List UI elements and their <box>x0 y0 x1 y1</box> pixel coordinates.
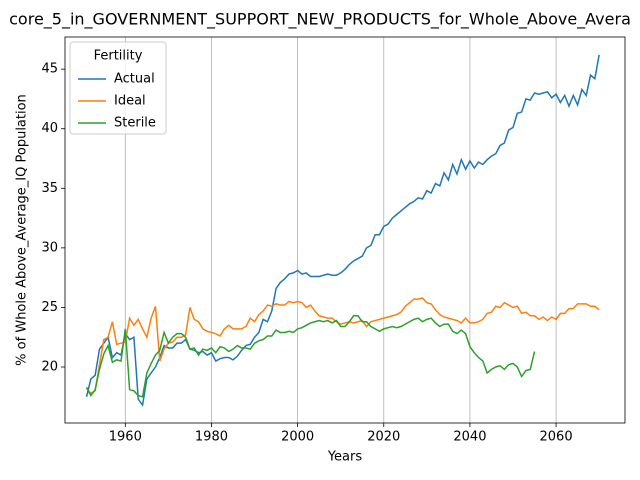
series-line <box>85 54 600 408</box>
plot-frame <box>64 36 626 424</box>
legend-label: Sterile <box>114 116 156 131</box>
x-tick-label: 2060 <box>540 430 573 445</box>
x-tick-label: 2020 <box>367 430 400 445</box>
x-tick-label: 2000 <box>281 430 314 445</box>
chart-title: core_5_in_GOVERNMENT_SUPPORT_NEW_PRODUCT… <box>9 10 631 30</box>
y-tick-label: 25 <box>41 300 58 315</box>
x-axis-label: Years <box>327 450 363 465</box>
series-line <box>85 297 600 395</box>
series-line <box>85 315 536 398</box>
y-tick-label: 35 <box>41 181 58 196</box>
x-tick-label: 1980 <box>195 430 228 445</box>
y-axis-label: % of Whole Above_Average_IQ Population <box>15 94 30 366</box>
legend-title: Fertility <box>94 49 143 64</box>
x-tick-label: 2040 <box>453 430 486 445</box>
legend-label: Ideal <box>114 94 146 109</box>
legend-label: Actual <box>114 72 155 87</box>
y-tick-label: 30 <box>41 240 58 255</box>
y-tick-label: 20 <box>41 360 58 375</box>
y-tick-label: 40 <box>41 121 58 136</box>
x-tick-label: 1960 <box>109 430 142 445</box>
legend-box <box>69 41 167 135</box>
y-tick-label: 45 <box>41 62 58 77</box>
